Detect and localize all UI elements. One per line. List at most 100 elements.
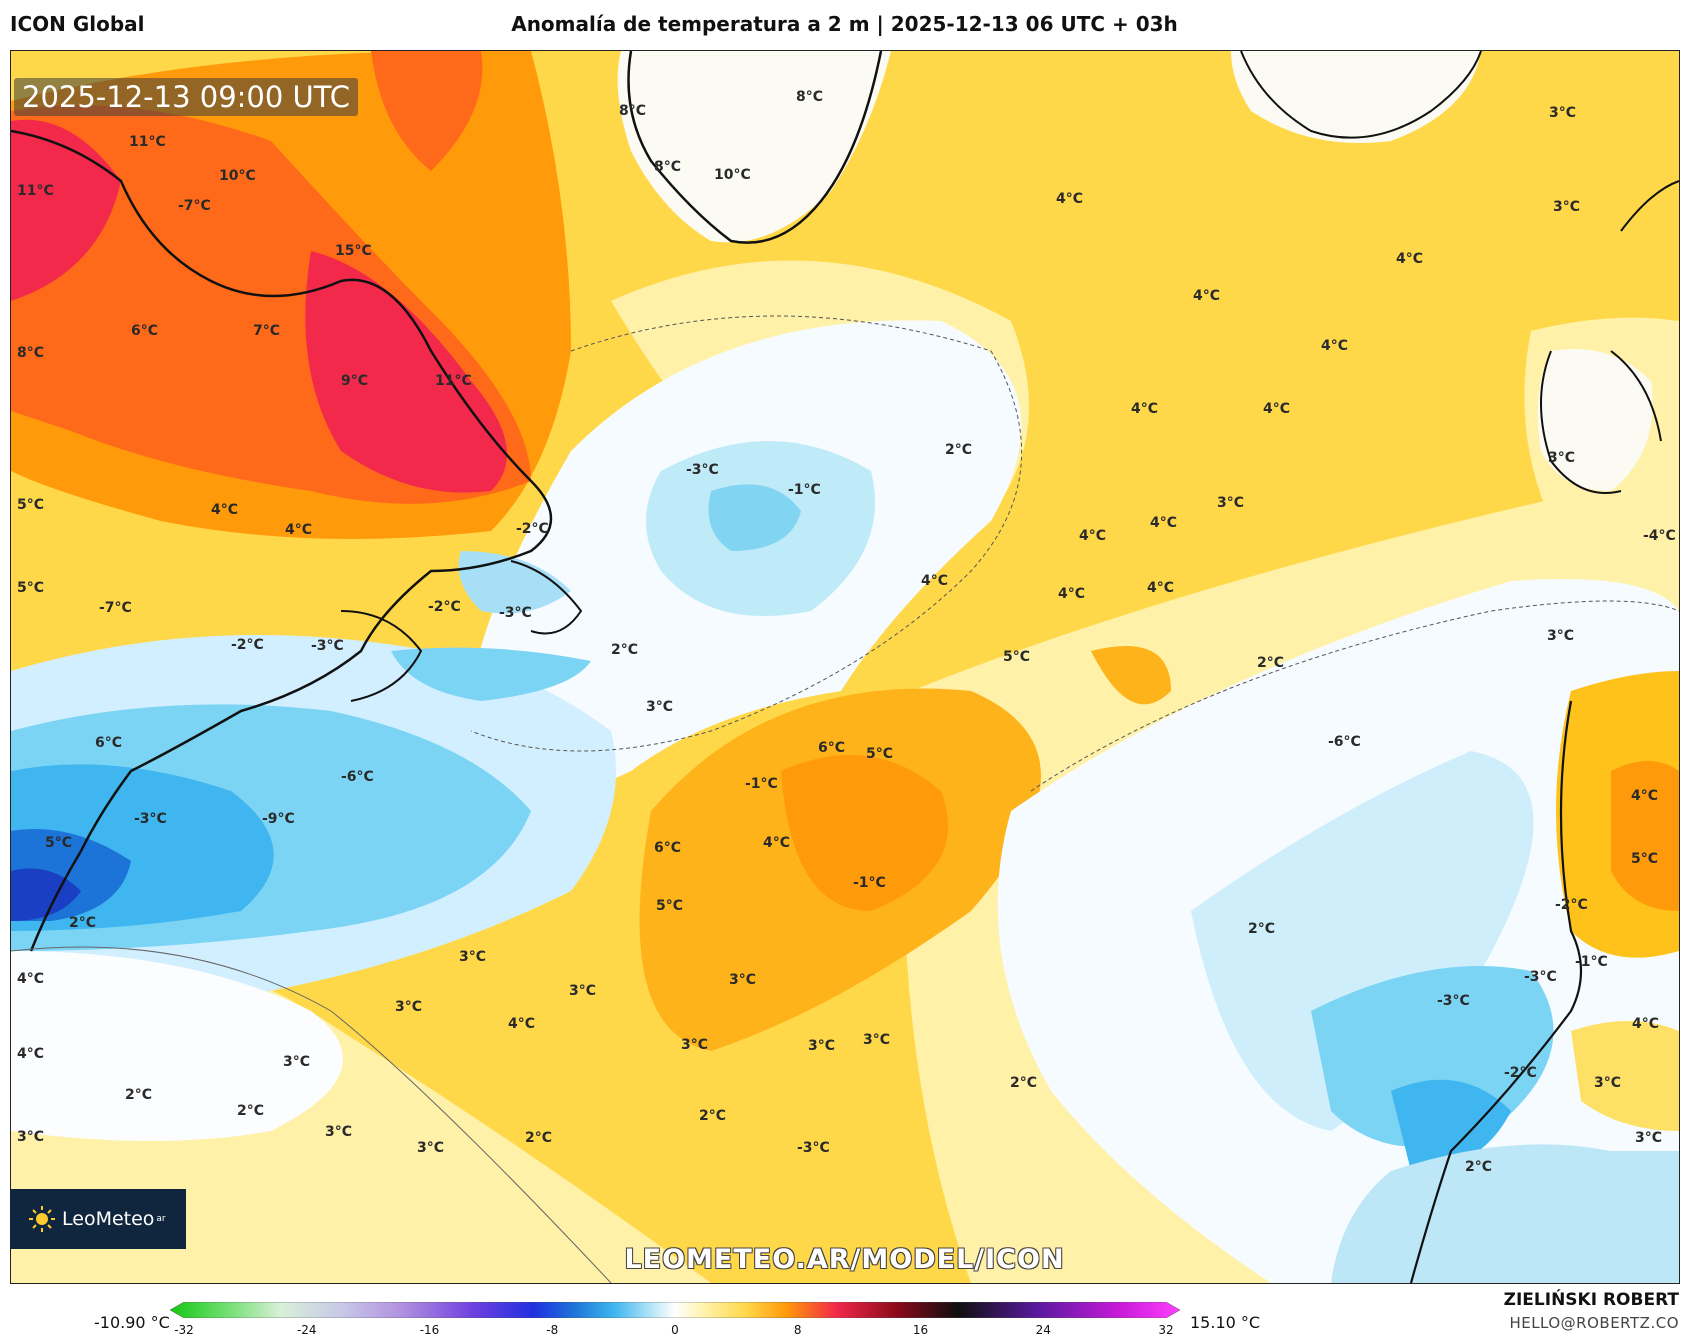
sun-icon [29, 1206, 55, 1232]
temperature-label: 4°C [285, 522, 313, 538]
temperature-label: 4°C [1193, 288, 1221, 304]
colorbar-tick: -32 [174, 1323, 194, 1337]
author-email[interactable]: HELLO@ROBERTZ.CO [1509, 1314, 1679, 1332]
temperature-label: 3°C [646, 699, 674, 715]
temperature-label: 15°C [335, 243, 372, 259]
temperature-label: 4°C [1632, 1016, 1660, 1032]
temperature-label: 4°C [921, 573, 949, 589]
model-name: ICON Global [10, 12, 145, 36]
temperature-label: 2°C [525, 1130, 553, 1146]
temperature-label: 6°C [654, 840, 682, 856]
colorbar-tick: 24 [1035, 1323, 1051, 1337]
temperature-label: 4°C [1079, 528, 1107, 544]
temperature-label: -1°C [853, 875, 886, 891]
temperature-label: -3°C [311, 638, 344, 654]
colorbar-tick: 32 [1158, 1323, 1174, 1337]
temperature-label: 3°C [17, 1129, 45, 1145]
temperature-label: -6°C [1328, 734, 1361, 750]
temperature-label: 8°C [619, 103, 647, 119]
temperature-label: 2°C [69, 915, 97, 931]
temperature-label: 8°C [654, 159, 682, 175]
temperature-label: 7°C [253, 323, 281, 339]
temperature-label: 11°C [17, 183, 54, 199]
temperature-label: 3°C [1217, 495, 1245, 511]
temperature-label: 3°C [283, 1054, 311, 1070]
temperature-label: 11°C [129, 134, 166, 150]
temperature-label: 10°C [714, 167, 751, 183]
temperature-label: 4°C [508, 1016, 536, 1032]
leometeo-logo[interactable]: LeoMeteo ar [10, 1189, 186, 1249]
temperature-label: -4°C [1643, 528, 1676, 544]
colorbar [170, 1302, 1180, 1318]
temperature-label: -1°C [788, 482, 821, 498]
temperature-label: 5°C [1003, 649, 1031, 665]
colorbar-tick: 0 [671, 1323, 679, 1337]
temperature-label: 4°C [1263, 401, 1291, 417]
temperature-label: 4°C [1131, 401, 1159, 417]
temperature-label: 4°C [1056, 191, 1084, 207]
logo-sub: ar [156, 1214, 166, 1224]
temperature-label: 3°C [863, 1032, 891, 1048]
temperature-label: 5°C [1631, 851, 1659, 867]
temperature-label: -2°C [1504, 1065, 1537, 1081]
temperature-label: -3°C [797, 1140, 830, 1156]
temperature-label: 2°C [945, 442, 973, 458]
temperature-label: 10°C [219, 168, 256, 184]
temperature-label: -3°C [499, 605, 532, 621]
watermark-url: LEOMETEO.AR/MODEL/ICON [624, 1244, 1065, 1275]
temperature-label: 3°C [1548, 450, 1576, 466]
logo-name: LeoMeteo [62, 1208, 155, 1230]
temperature-label: 2°C [1257, 655, 1285, 671]
temperature-label: 3°C [729, 972, 757, 988]
temperature-label: -9°C [262, 811, 295, 827]
temperature-label: -3°C [134, 811, 167, 827]
temperature-label: 3°C [569, 983, 597, 999]
author-credit: ZIELIŃSKI ROBERT [1503, 1290, 1679, 1310]
temperature-label: 4°C [17, 971, 45, 987]
temperature-label: -7°C [178, 198, 211, 214]
temperature-label: 8°C [796, 89, 824, 105]
temperature-label: -1°C [745, 776, 778, 792]
temperature-label: 5°C [656, 898, 684, 914]
temperature-label: 3°C [459, 949, 487, 965]
temperature-label: -3°C [1437, 993, 1470, 1009]
temperature-label: 6°C [131, 323, 159, 339]
colorbar-max-label: 15.10 °C [1190, 1313, 1261, 1332]
temperature-label-layer: 11°C 10°C 11°C -7°C 15°C 6°C 7°C 8°C 9°C 11°C 8°C 8… [11, 51, 1679, 1283]
temperature-label: 4°C [211, 502, 239, 518]
map-title: Anomalía de temperatura a 2 m | 2025-12-… [511, 12, 1178, 36]
temperature-label: 2°C [1248, 921, 1276, 937]
temperature-label: 3°C [1635, 1130, 1663, 1146]
temperature-anomaly-field [11, 51, 1679, 1283]
colorbar-tick: -16 [419, 1323, 440, 1337]
temperature-label: 4°C [763, 835, 791, 851]
temperature-label: -3°C [686, 462, 719, 478]
temperature-label: 3°C [1547, 628, 1575, 644]
temperature-label: 3°C [325, 1124, 353, 1140]
temperature-label: 5°C [45, 835, 73, 851]
temperature-label: 2°C [125, 1087, 153, 1103]
temperature-label: 2°C [1010, 1075, 1038, 1091]
colorbar-tick: 16 [912, 1323, 929, 1337]
temperature-label: 8°C [17, 345, 45, 361]
temperature-label: -2°C [516, 521, 549, 537]
valid-time-badge: 2025-12-13 09:00 UTC [14, 78, 359, 116]
colorbar-tick: -24 [296, 1323, 317, 1337]
temperature-label: 2°C [237, 1103, 265, 1119]
temperature-label: 4°C [1321, 338, 1349, 354]
temperature-label: 5°C [866, 746, 894, 762]
map-panel[interactable]: 11°C 10°C 11°C -7°C 15°C 6°C 7°C 8°C 9°C 11°C 8°C 8… [10, 50, 1680, 1284]
temperature-label: 4°C [17, 1046, 45, 1062]
colorbar-min-label: -10.90 °C [94, 1313, 170, 1332]
temperature-label: 3°C [681, 1037, 709, 1053]
temperature-label: 4°C [1396, 251, 1424, 267]
temperature-label: 2°C [699, 1108, 727, 1124]
temperature-label: 6°C [95, 735, 123, 751]
temperature-label: 4°C [1150, 515, 1178, 531]
temperature-label: 3°C [808, 1038, 836, 1054]
temperature-label: -1°C [1575, 954, 1608, 970]
temperature-label: 5°C [17, 580, 45, 596]
temperature-label: 3°C [1594, 1075, 1622, 1091]
temperature-label: 6°C [818, 740, 846, 756]
temperature-label: 4°C [1058, 586, 1086, 602]
